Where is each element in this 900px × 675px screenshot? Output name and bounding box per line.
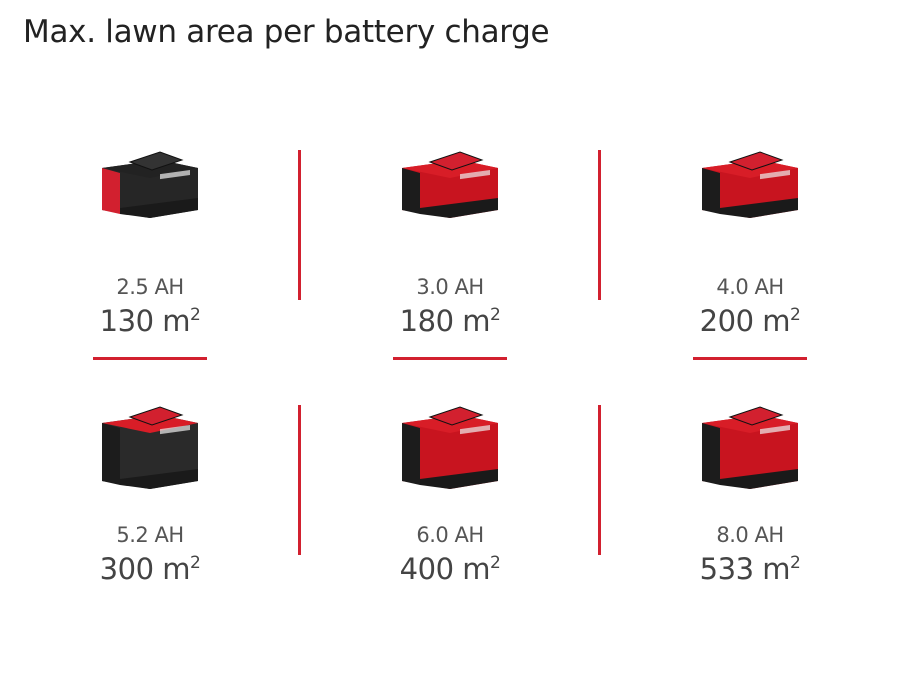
- unit-superscript: 2: [190, 553, 201, 573]
- divider-vertical: [598, 150, 601, 300]
- unit-superscript: 2: [790, 553, 801, 573]
- battery-capacity: 2.5 AH: [116, 275, 184, 299]
- lawn-area-value: 300 m: [99, 552, 191, 586]
- divider-horizontal: [693, 357, 807, 360]
- battery-icon: [702, 406, 798, 489]
- battery-cell: 6.0 AH 400 m2: [300, 398, 600, 585]
- lawn-area-value: 130 m: [99, 304, 191, 338]
- page-title: Max. lawn area per battery charge: [23, 14, 550, 50]
- battery-icon: [102, 406, 198, 489]
- lawn-area: 180 m2: [300, 299, 600, 337]
- lawn-area-value: 533 m: [699, 552, 791, 586]
- lawn-area: 130 m2: [0, 299, 300, 337]
- divider-vertical: [598, 405, 601, 555]
- battery-cell: 2.5 AH 130 m2: [0, 145, 300, 337]
- battery-icon: [402, 151, 498, 218]
- divider-vertical: [298, 405, 301, 555]
- battery-capacity: 6.0 AH: [416, 523, 484, 547]
- divider-horizontal: [93, 357, 207, 360]
- lawn-area: 533 m2: [600, 547, 900, 585]
- battery-capacity: 4.0 AH: [716, 275, 784, 299]
- battery-icon: [402, 406, 498, 489]
- unit-superscript: 2: [190, 305, 201, 325]
- battery-capacity: 5.2 AH: [116, 523, 184, 547]
- battery-icon: [102, 151, 198, 218]
- battery-capacity: 8.0 AH: [716, 523, 784, 547]
- lawn-area-value: 180 m: [399, 304, 491, 338]
- lawn-area-value: 400 m: [399, 552, 491, 586]
- lawn-area: 400 m2: [300, 547, 600, 585]
- battery-cell: 4.0 AH 200 m2: [600, 145, 900, 337]
- lawn-area: 300 m2: [0, 547, 300, 585]
- unit-superscript: 2: [490, 553, 501, 573]
- unit-superscript: 2: [490, 305, 501, 325]
- battery-cell: 3.0 AH 180 m2: [300, 145, 600, 337]
- battery-cell: 8.0 AH 533 m2: [600, 398, 900, 585]
- battery-icon: [702, 151, 798, 218]
- battery-cell: 5.2 AH 300 m2: [0, 398, 300, 585]
- divider-horizontal: [393, 357, 507, 360]
- unit-superscript: 2: [790, 305, 801, 325]
- divider-vertical: [298, 150, 301, 300]
- lawn-area: 200 m2: [600, 299, 900, 337]
- battery-capacity: 3.0 AH: [416, 275, 484, 299]
- lawn-area-value: 200 m: [699, 304, 791, 338]
